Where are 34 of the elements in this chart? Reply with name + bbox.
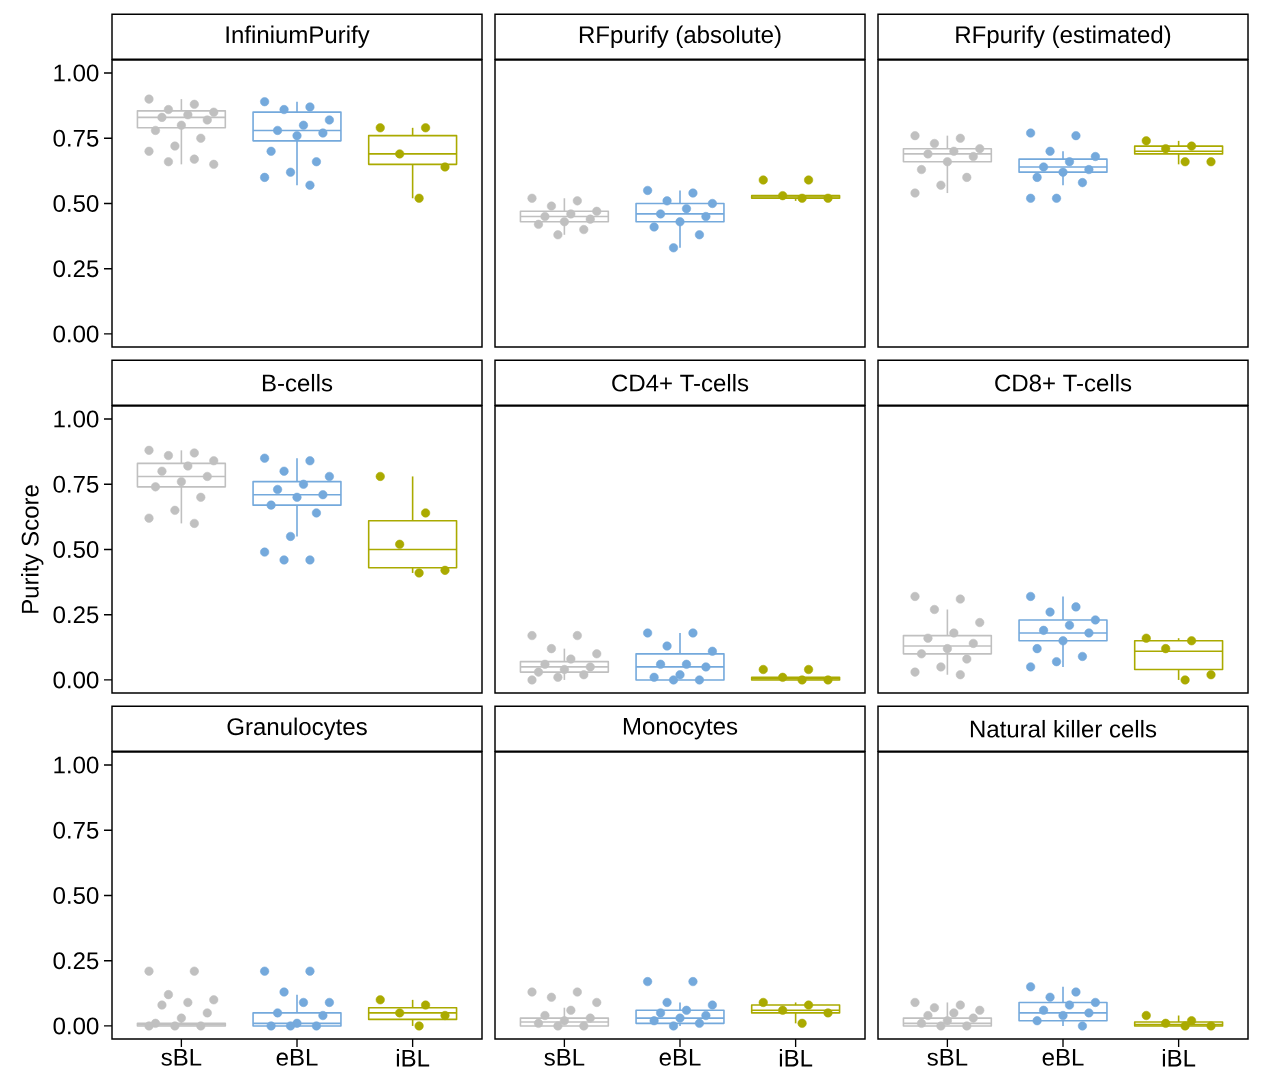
y-tick-label: 0.75 <box>53 129 99 147</box>
x-tick-label: sBL <box>161 1049 202 1066</box>
y-tick-label: 0.75 <box>53 475 99 493</box>
y-tick-label: 0.00 <box>53 325 99 343</box>
y-tick-label: 0.50 <box>53 886 99 904</box>
y-tick-label: 1.00 <box>54 64 99 82</box>
x-tick-label: eBL <box>659 1049 701 1066</box>
y-tick-label: 0.25 <box>53 260 99 278</box>
chart-title: RFpurify (absolute) <box>579 25 781 48</box>
y-tick-label: 1.00 <box>54 410 99 428</box>
y-tick-label: 0.75 <box>53 821 99 839</box>
x-tick-label: sBL <box>927 1049 968 1066</box>
y-axis-title: Purity Score <box>21 485 44 613</box>
chart-title: CD8+ T-cells <box>995 373 1132 392</box>
x-tick-label: iBL <box>1162 1049 1196 1067</box>
chart-title: InfiniumPurify <box>226 25 370 48</box>
x-tick-label: eBL <box>1042 1049 1084 1066</box>
chart-title: RFpurify (estimated) <box>956 25 1171 48</box>
y-tick-label: 1.00 <box>54 756 99 774</box>
y-tick-label: 0.50 <box>53 540 99 558</box>
x-tick-label: eBL <box>276 1049 318 1066</box>
x-tick-label: iBL <box>779 1049 813 1067</box>
y-tick-label: 0.50 <box>53 194 99 212</box>
x-tick-label: sBL <box>544 1049 585 1066</box>
y-tick-label: 0.25 <box>53 952 99 970</box>
chart-title: Natural killer cells <box>970 719 1157 738</box>
chart-title: B-cells <box>262 373 333 392</box>
x-tick-label: iBL <box>396 1049 430 1067</box>
chart-title: Granulocytes <box>227 717 367 740</box>
y-tick-label: 0.25 <box>53 606 99 624</box>
chart-title: CD4+ T-cells <box>612 373 749 392</box>
y-tick-label: 0.00 <box>53 1017 99 1035</box>
chart-title: Monocytes <box>623 718 738 740</box>
y-tick-label: 0.00 <box>53 671 99 689</box>
